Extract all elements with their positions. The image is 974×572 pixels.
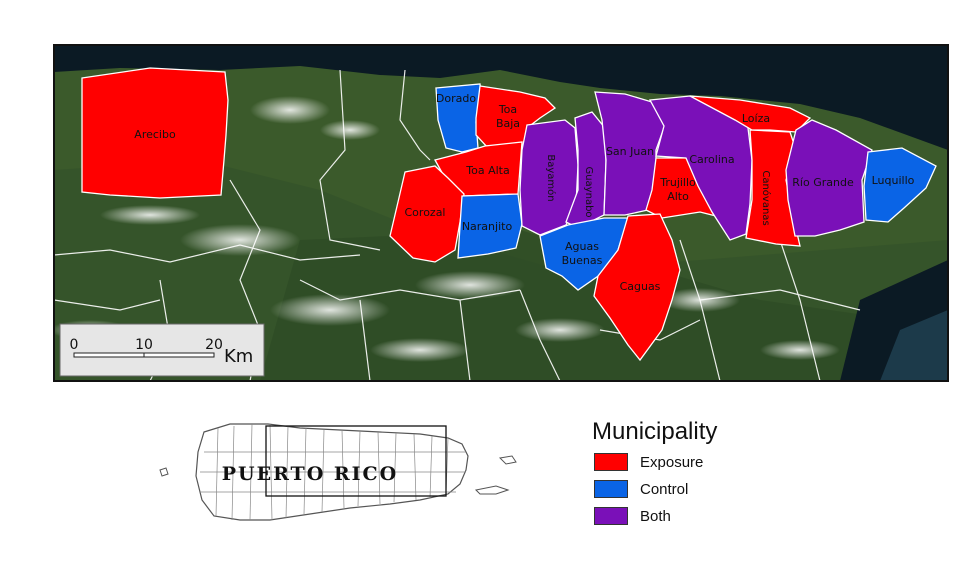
label-san-juan: San Juan <box>606 145 654 158</box>
label-aguas-buenas-line2: Buenas <box>562 254 603 267</box>
inset-label: PUERTO RICO <box>222 463 398 485</box>
scale-bar: 0 10 20 Km <box>59 323 265 377</box>
municipality-rio-grande[interactable] <box>785 119 873 237</box>
legend-title: Municipality <box>592 418 718 445</box>
legend-label-both: Both <box>640 507 671 525</box>
label-canovanas: Canóvanas <box>760 170 772 225</box>
label-loiza: Loíza <box>742 112 770 125</box>
label-arecibo: Arecibo <box>134 128 176 141</box>
label-carolina: Carolina <box>689 153 734 166</box>
label-toa-baja-line1: Toa <box>498 103 517 116</box>
legend-item-exposure: Exposure <box>594 453 703 471</box>
mona-island <box>159 467 169 477</box>
legend-label-exposure: Exposure <box>640 453 704 471</box>
legend-swatch-control <box>594 480 628 498</box>
municipality-labels: Arecibo Dorado Toa Baja Toa Alta Corozal… <box>134 92 914 293</box>
scale-tick-10: 10 <box>135 337 153 353</box>
scale-unit: Km <box>224 346 253 367</box>
legend-item-control: Control <box>594 480 688 498</box>
label-aguas-buenas-line1: Aguas <box>565 240 599 253</box>
municipality-caguas[interactable] <box>593 213 681 362</box>
culebra-island <box>498 455 517 465</box>
legend-label-control: Control <box>640 480 689 498</box>
label-naranjito: Naranjito <box>462 220 513 233</box>
legend-swatch-both <box>594 507 628 525</box>
label-rio-grande: Río Grande <box>792 176 854 189</box>
municipality-naranjito[interactable] <box>457 193 523 259</box>
map-frame <box>53 44 949 382</box>
municipality-arecibo[interactable] <box>81 67 229 199</box>
label-corozal: Corozal <box>405 206 446 219</box>
legend-swatch-exposure <box>594 453 628 471</box>
label-trujillo-alto-line1: Trujillo <box>659 176 696 189</box>
inset-map: PUERTO RICO <box>159 423 517 521</box>
scale-tick-0: 0 <box>70 337 79 353</box>
label-bayamon: Bayamón <box>545 154 557 201</box>
label-caguas: Caguas <box>620 280 661 293</box>
municipality-luquillo[interactable] <box>863 147 937 223</box>
legend-item-both: Both <box>594 507 671 525</box>
inset-municipal-grid <box>200 423 466 521</box>
label-guaynabo: Guaynabo <box>583 166 594 217</box>
municipality-corozal[interactable] <box>389 165 465 263</box>
inset-extent-box <box>265 425 447 497</box>
vieques-island <box>474 485 510 495</box>
label-luquillo: Luquillo <box>872 174 915 187</box>
municipality-bayamon[interactable] <box>519 119 579 236</box>
label-trujillo-alto-line2: Alto <box>667 190 689 203</box>
label-toa-baja-line2: Baja <box>496 117 520 130</box>
scale-tick-20: 20 <box>205 337 223 353</box>
label-dorado: Dorado <box>436 92 476 105</box>
municipality-polygons <box>81 67 937 362</box>
label-toa-alta: Toa Alta <box>465 164 509 177</box>
